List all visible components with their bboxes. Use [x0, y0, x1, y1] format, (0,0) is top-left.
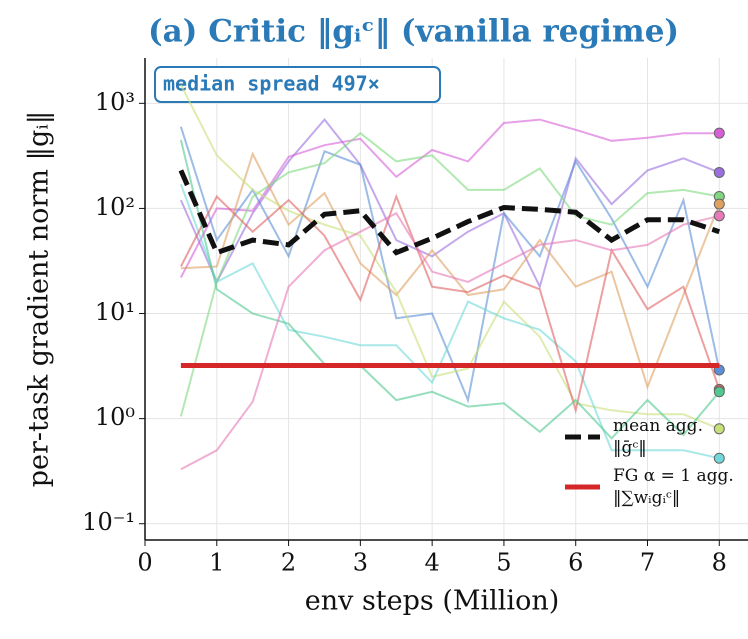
- y-tick-label: 10¹: [95, 298, 135, 326]
- task-line: [179, 183, 720, 460]
- y-tick-label: 10³: [95, 88, 135, 116]
- x-tick-label: 3: [353, 549, 368, 577]
- y-tick-label: 10⁻¹: [82, 508, 135, 536]
- x-tick-label: 7: [640, 549, 655, 577]
- x-axis-label: env steps (Million): [305, 586, 560, 617]
- task-line: [180, 118, 720, 278]
- legend-label: mean agg. ‖ḡᶜ‖: [613, 416, 703, 458]
- annotation: median spread 497×: [163, 72, 380, 96]
- y-axis-label: per-task gradient norm ‖gᵢ‖: [24, 111, 55, 488]
- annotation-box: [154, 66, 441, 103]
- y-tick-label: 10²: [95, 193, 135, 221]
- x-tick-label: 1: [209, 549, 224, 577]
- end-dot: [713, 452, 725, 464]
- end-dot: [713, 386, 725, 398]
- end-dot: [713, 198, 725, 210]
- task-line: [180, 211, 720, 471]
- x-tick-label: 0: [137, 549, 152, 577]
- task-line: [179, 126, 721, 404]
- x-tick-label: 8: [712, 549, 727, 577]
- legend-label: FG α = 1 agg. ‖∑wᵢgᵢᶜ‖: [613, 466, 734, 508]
- task-line: [179, 118, 720, 290]
- end-dot: [713, 127, 725, 139]
- end-dot: [713, 423, 725, 435]
- end-dot: [713, 166, 725, 178]
- chart-title: (a) Critic ‖gᵢᶜ‖ (vanilla regime): [148, 14, 679, 50]
- y-tick-label: 10⁰: [95, 403, 135, 431]
- x-tick-label: 5: [496, 549, 511, 577]
- series-line: [178, 169, 721, 256]
- task-line: [180, 193, 721, 415]
- x-tick-label: 4: [425, 549, 440, 577]
- end-dot: [713, 210, 725, 222]
- task-line: [179, 139, 721, 440]
- task-line: [180, 84, 720, 430]
- x-tick-label: 2: [281, 549, 296, 577]
- x-tick-label: 6: [568, 549, 583, 577]
- task-line: [180, 151, 721, 391]
- task-line: [179, 131, 720, 417]
